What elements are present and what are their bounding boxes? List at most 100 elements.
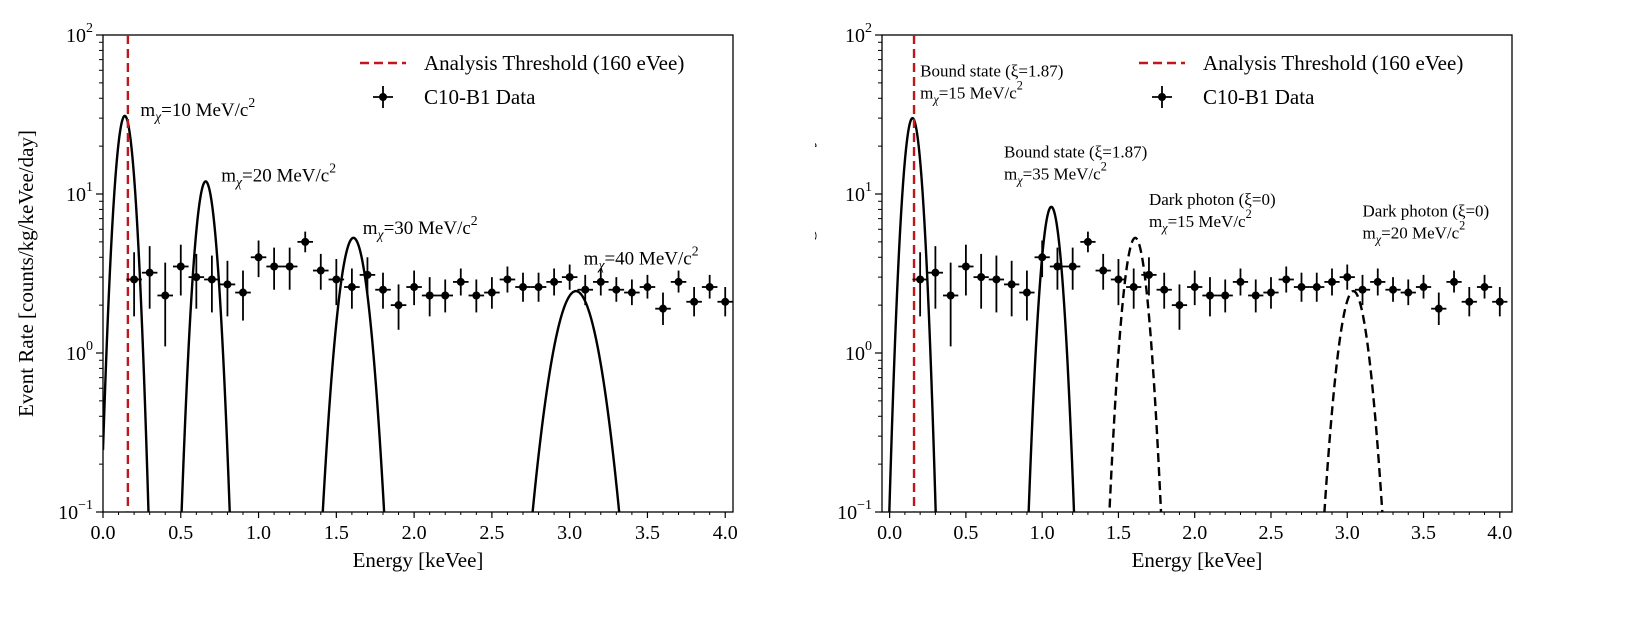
y-tick-label: 10−1 [837,498,872,524]
data-point [927,246,944,309]
x-tick-label: 3.0 [1335,522,1360,544]
x-tick-label: 1.5 [1106,522,1131,544]
data-point [546,268,562,296]
data-point [593,268,609,296]
data-marker [332,275,341,284]
data-point [204,255,220,313]
data-point [390,284,407,330]
data-marker [705,283,714,292]
data-marker [550,277,559,286]
y-tick-label: 101 [66,180,93,206]
data-marker [1160,285,1169,294]
data-marker [1266,288,1275,297]
annotation-line1: Bound state (ξ=1.87) [1004,142,1147,161]
data-point [344,268,360,309]
data-point [912,252,928,317]
x-tick-label: 1.0 [1030,522,1055,544]
data-point [577,274,593,306]
signal-curve-1 [180,180,231,512]
data-marker [1358,285,1367,294]
data-point [701,274,718,299]
signal-curve-3 [531,289,621,512]
y-tick-label: 102 [66,21,93,47]
data-marker [316,266,325,275]
data-marker [534,283,543,292]
data-marker [596,277,605,286]
data-marker [721,297,730,306]
x-tick-label: 1.5 [324,522,349,544]
annotation-line1: Dark photon (ξ=0) [1149,190,1276,209]
data-marker [946,291,955,300]
annotation-mass: mχ=20 MeV/c2 [221,160,336,189]
x-tick-label: 0.5 [953,522,978,544]
x-tick-label: 0.0 [91,522,116,544]
data-point [126,252,142,317]
legend-threshold-label: Analysis Threshold (160 eVee) [1203,51,1463,75]
data-marker [1465,297,1474,306]
data-marker [425,291,434,300]
x-tick-label: 3.5 [635,522,660,544]
data-point [1080,231,1096,253]
data-point [1339,264,1355,290]
data-marker [1343,273,1352,282]
data-marker [1083,237,1092,246]
x-tick-label: 0.5 [168,522,193,544]
data-marker [1144,270,1153,279]
data-point [219,260,236,317]
data-marker [961,262,970,271]
data-marker [1205,291,1214,300]
data-point [453,268,469,296]
data-point [1370,268,1386,296]
data-point [988,255,1005,313]
chart-left: 0.0 0.5 1.0 1.5 2.0 2.5 3.0 3.5 4.0 10−1 100 101 102… [14,21,738,572]
y-axis-label: Event Rate [counts/kg/keVee/day] [815,130,817,417]
x-tick-label: 2.0 [1182,522,1207,544]
data-marker [1022,288,1031,297]
plot-area [888,35,1508,512]
data-point [1232,268,1249,296]
data-marker [410,283,419,292]
data-marker [1236,277,1245,286]
data-point [1202,277,1218,317]
curve-annotation: Bound state (ξ=1.87)mχ=15 MeV/c2 [920,61,1063,106]
data-point [1263,277,1279,309]
data-point [1354,274,1371,306]
x-tick-label: 2.5 [1258,522,1283,544]
data-point [1461,287,1477,317]
data-marker [612,285,621,294]
data-marker [1038,253,1047,262]
data-marker [1129,283,1138,292]
plot-area [103,35,733,512]
data-marker [519,283,527,292]
data-point [1019,270,1035,321]
data-point [499,266,516,293]
data-marker [659,304,667,313]
signal-curve-1 [1027,205,1076,512]
data-marker [977,273,986,282]
legend: Analysis Threshold (160 eVee) C10-B1 Data [360,51,684,109]
annotation-mass: mχ=40 MeV/c2 [584,244,699,273]
data-point [468,279,485,313]
data-marker [503,275,512,284]
plot-frame [881,34,1513,513]
data-marker [1099,266,1108,275]
data-marker [643,283,652,292]
x-axis-label: Energy [keVee] [1132,548,1263,572]
y-tick-label: 10−1 [58,498,93,524]
data-point [266,247,282,290]
data-point [141,246,158,309]
annotation-mass: mχ=20 MeV/c2 [1363,219,1466,247]
curve-annotation: mχ=40 MeV/c2 [584,244,699,273]
data-marker [690,297,699,306]
data-marker [347,283,356,292]
data-point [624,279,640,306]
data-point [406,270,422,306]
signal-curve-2 [321,236,386,512]
x-tick-label: 0.0 [877,522,902,544]
data-point [1446,270,1462,293]
data-marker [916,275,925,284]
x-tick-label: 2.0 [402,522,427,544]
x-tick-label: 2.5 [479,522,504,544]
legend-data-label: C10-B1 Data [424,85,536,109]
data-marker [472,291,481,300]
